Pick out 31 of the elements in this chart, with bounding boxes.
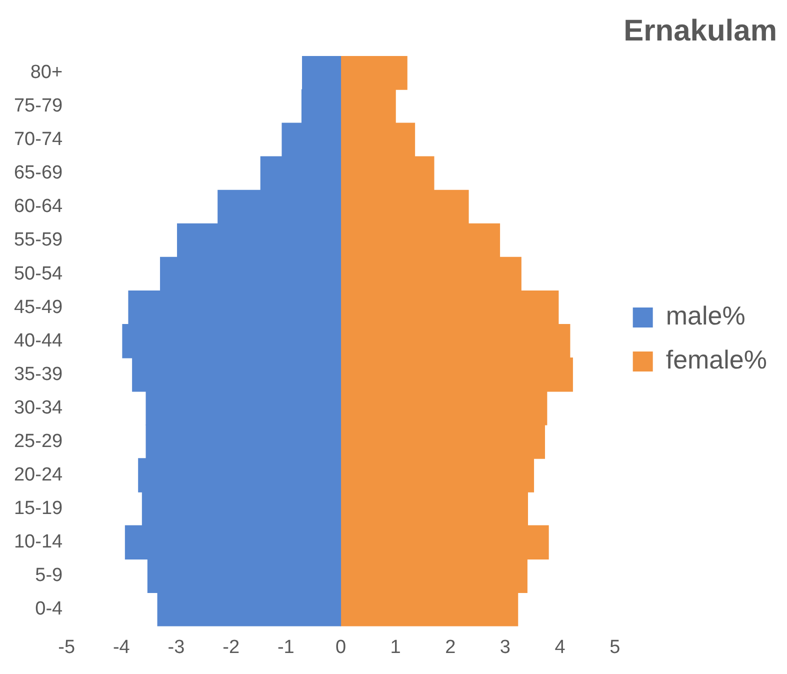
y-tick-label: 55-59 (14, 230, 63, 251)
y-tick-label: 35-39 (14, 364, 63, 385)
y-tick-label: 80+ (30, 62, 63, 84)
x-tick-label: -1 (277, 636, 294, 658)
x-tick-label: -3 (168, 636, 185, 658)
x-tick-label: 3 (500, 636, 510, 658)
y-tick-label: 10-14 (14, 532, 64, 553)
x-tick-label: 1 (390, 636, 401, 658)
y-tick-label: 60-64 (14, 196, 64, 218)
y-tick-label: 70-74 (14, 129, 64, 150)
y-tick-label: 75-79 (14, 96, 63, 117)
x-tick-label: -2 (222, 636, 240, 658)
y-tick-label: 45-49 (14, 296, 63, 318)
y-tick-label: 50-54 (14, 263, 64, 284)
x-tick-label: 5 (610, 636, 620, 658)
y-tick-label: 40-44 (14, 330, 64, 352)
x-tick-label: 0 (335, 636, 346, 658)
y-tick-label: 5-9 (35, 565, 63, 586)
legend-label: male% (666, 300, 746, 331)
y-tick-label: 0-4 (35, 598, 64, 620)
text: Ernakulam (624, 14, 777, 48)
legend-label: female% (666, 344, 767, 375)
y-tick-label: 15-19 (14, 498, 63, 520)
y-tick-label: 30-34 (14, 397, 64, 418)
x-tick-label: -4 (112, 636, 130, 658)
y-tick-label: 65-69 (14, 162, 63, 184)
y-tick-label: 25-29 (14, 430, 63, 452)
x-tick-label: -5 (58, 636, 76, 658)
x-tick-label: 2 (445, 636, 456, 658)
y-tick-label: 20-24 (14, 464, 64, 486)
x-tick-label: 4 (554, 636, 566, 658)
